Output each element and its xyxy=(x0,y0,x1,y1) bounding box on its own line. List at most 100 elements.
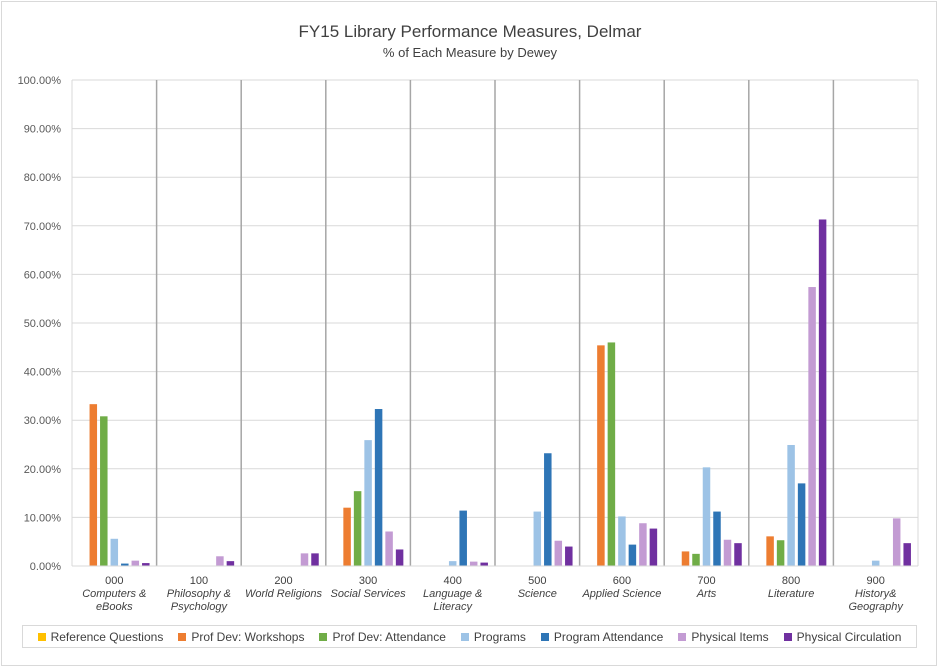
legend-label: Prof Dev: Attendance xyxy=(332,629,446,644)
y-tick-label: 80.00% xyxy=(24,172,62,184)
legend-label: Programs xyxy=(473,629,526,644)
x-tick-label: Language & xyxy=(423,588,482,600)
x-tick-label: eBooks xyxy=(96,601,133,613)
x-tick-label: 100 xyxy=(190,575,208,587)
bar xyxy=(364,440,372,566)
chart-title: FY15 Library Performance Measures, Delma… xyxy=(298,22,642,41)
bar xyxy=(374,409,383,566)
chart-subtitle: % of Each Measure by Dewey xyxy=(382,45,558,60)
bar xyxy=(787,444,795,566)
x-tick-label: 000 xyxy=(105,575,123,587)
bar xyxy=(892,518,901,566)
legend-item: Prof Dev: Workshops xyxy=(178,630,304,644)
x-tick-label: 500 xyxy=(528,575,546,587)
bar xyxy=(121,563,129,566)
legend-swatch xyxy=(540,632,549,641)
legend-label: Reference Questions xyxy=(50,629,164,644)
y-tick-label: 100.00% xyxy=(18,75,62,87)
bar xyxy=(808,287,816,566)
bar xyxy=(100,416,108,566)
bar xyxy=(713,511,721,566)
bar xyxy=(226,561,235,566)
bar xyxy=(131,560,140,566)
x-tick-label: Literature xyxy=(768,588,814,600)
bar xyxy=(533,511,542,566)
legend-item: Program Attendance xyxy=(540,629,664,644)
bar xyxy=(480,562,488,566)
bar xyxy=(216,556,224,566)
bar xyxy=(871,560,880,566)
bar xyxy=(544,453,552,566)
bar xyxy=(142,563,150,566)
y-tick-label: 30.00% xyxy=(24,415,62,427)
bar xyxy=(395,549,404,566)
bar xyxy=(628,544,637,566)
bar xyxy=(300,553,309,566)
bar xyxy=(459,510,467,566)
bar xyxy=(597,345,605,566)
bar xyxy=(311,553,319,566)
bar xyxy=(385,531,393,566)
x-tick-label: Applied Science xyxy=(581,588,661,600)
y-tick-label: 0.00% xyxy=(30,561,61,573)
x-tick-label: Arts xyxy=(696,588,717,600)
x-tick-label: 300 xyxy=(359,575,377,587)
x-tick-label: 400 xyxy=(444,575,462,587)
bar xyxy=(353,491,362,566)
x-tick-label: History& xyxy=(855,588,897,600)
bar xyxy=(797,483,806,566)
y-tick-label: 40.00% xyxy=(24,367,62,379)
bar xyxy=(554,540,563,566)
x-tick-label: 700 xyxy=(697,575,715,587)
legend-swatch xyxy=(460,632,469,641)
bar xyxy=(734,543,742,566)
x-tick-label: Literacy xyxy=(433,601,473,613)
bar xyxy=(723,539,732,566)
x-tick-label: Science xyxy=(518,588,557,600)
legend-swatch xyxy=(783,632,792,641)
x-tick-label: World Religions xyxy=(245,588,323,600)
bar xyxy=(618,516,626,566)
bar xyxy=(766,536,774,566)
bar xyxy=(702,467,711,566)
x-tick-label: Computers & xyxy=(82,588,146,600)
x-tick-label: 900 xyxy=(867,575,885,587)
bar xyxy=(903,543,911,566)
legend-item: Prof Dev: Attendance xyxy=(319,629,446,644)
x-tick-label: 200 xyxy=(274,575,292,587)
y-tick-label: 70.00% xyxy=(24,221,62,233)
x-tick-label: 600 xyxy=(613,575,631,587)
bar xyxy=(818,219,827,566)
legend-swatch xyxy=(178,632,187,641)
legend-swatch xyxy=(37,632,46,641)
bar xyxy=(692,553,700,566)
legend-label: Prof Dev: Workshops xyxy=(191,629,305,644)
bar xyxy=(448,561,457,566)
y-tick-label: 10.00% xyxy=(24,512,62,524)
bar xyxy=(681,551,690,566)
x-tick-label: 800 xyxy=(782,575,800,587)
y-tick-label: 60.00% xyxy=(24,269,62,281)
bar xyxy=(565,546,573,566)
legend-item: Programs xyxy=(460,629,526,644)
legend-label: Physical Circulation xyxy=(796,629,902,644)
chart-legend: Reference Questions Prof Dev: Workshops Pr… xyxy=(22,625,917,648)
legend-swatch xyxy=(319,632,328,641)
y-tick-label: 90.00% xyxy=(24,124,62,136)
bar xyxy=(639,523,647,566)
x-tick-label: Psychology xyxy=(171,601,229,613)
x-tick-label: Geography xyxy=(848,601,904,613)
bar xyxy=(607,342,616,566)
y-tick-label: 20.00% xyxy=(24,464,62,476)
legend-item: Physical Items xyxy=(678,629,769,644)
legend-label: Physical Items xyxy=(691,629,769,644)
bar xyxy=(89,404,98,566)
bar xyxy=(110,538,119,566)
bar xyxy=(776,540,785,566)
x-tick-label: Social Services xyxy=(330,588,406,600)
x-tick-label: Philosophy & xyxy=(167,588,231,600)
bar xyxy=(469,561,478,566)
legend-label: Program Attendance xyxy=(553,629,664,644)
bar xyxy=(649,528,658,566)
